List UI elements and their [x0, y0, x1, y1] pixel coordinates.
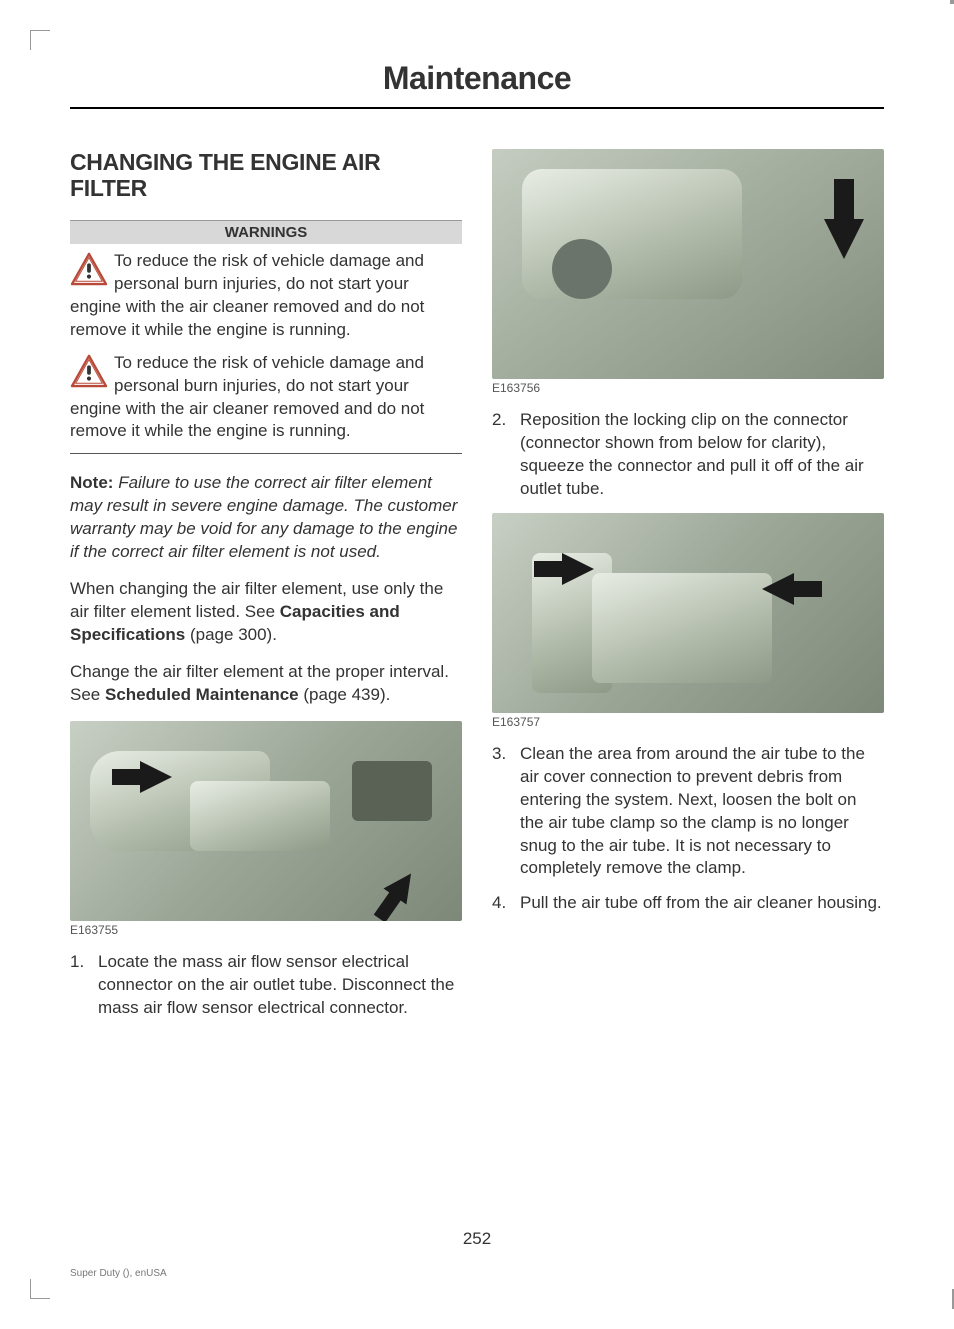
two-column-layout: CHANGING THE ENGINE AIR FILTER WARNINGS … [70, 149, 884, 1032]
divider [70, 453, 462, 454]
step-text: Clean the area from around the air tube … [520, 743, 884, 881]
step-item: 1. Locate the mass air flow sensor elect… [70, 951, 462, 1020]
arrow-icon [824, 219, 864, 259]
crop-mark [950, 0, 954, 4]
step-item: 4. Pull the air tube off from the air cl… [492, 892, 884, 915]
arrow-icon [562, 553, 594, 585]
figure: E163757 [492, 513, 884, 729]
figure-image [70, 721, 462, 921]
figure-caption: E163755 [70, 923, 462, 937]
figure-caption: E163757 [492, 715, 884, 729]
body-paragraph: Change the air filter element at the pro… [70, 661, 462, 707]
step-item: 2. Reposition the locking clip on the co… [492, 409, 884, 501]
footer-meta: Super Duty (), enUSA [70, 1268, 167, 1279]
note-text: Failure to use the correct air filter el… [70, 473, 457, 561]
note-block: Note: Failure to use the correct air fil… [70, 472, 462, 564]
right-column: E163756 2. Reposition the locking clip o… [492, 149, 884, 1032]
figure-image [492, 149, 884, 379]
warning-item: To reduce the risk of vehicle damage and… [70, 250, 462, 342]
warnings-header: WARNINGS [70, 220, 462, 244]
arrow-icon [762, 573, 794, 605]
step-text: Locate the mass air flow sensor electric… [98, 951, 462, 1020]
step-item: 3. Clean the area from around the air tu… [492, 743, 884, 881]
arrow-icon [140, 761, 172, 793]
text: (page 439). [299, 685, 391, 704]
warning-text: To reduce the risk of vehicle damage and… [70, 353, 424, 441]
left-column: CHANGING THE ENGINE AIR FILTER WARNINGS … [70, 149, 462, 1032]
body-paragraph: When changing the air filter element, us… [70, 578, 462, 647]
step-number: 2. [492, 409, 520, 501]
warning-text: To reduce the risk of vehicle damage and… [70, 251, 424, 339]
step-number: 4. [492, 892, 520, 915]
step-number: 1. [70, 951, 98, 1020]
page-title: Maintenance [70, 60, 884, 109]
warning-item: To reduce the risk of vehicle damage and… [70, 352, 462, 444]
figure: E163756 [492, 149, 884, 395]
warning-triangle-icon [70, 252, 108, 293]
arrow-icon [384, 865, 423, 904]
crop-mark [30, 30, 50, 50]
step-text: Reposition the locking clip on the conne… [520, 409, 884, 501]
step-text: Pull the air tube off from the air clean… [520, 892, 884, 915]
cross-reference: Scheduled Maintenance [105, 685, 299, 704]
note-label: Note: [70, 473, 113, 492]
page-content: Maintenance CHANGING THE ENGINE AIR FILT… [0, 0, 954, 1072]
figure-caption: E163756 [492, 381, 884, 395]
figure-image [492, 513, 884, 713]
figure: E163755 [70, 721, 462, 937]
step-number: 3. [492, 743, 520, 881]
warning-triangle-icon [70, 354, 108, 395]
page-number: 252 [0, 1229, 954, 1249]
crop-mark [30, 1279, 50, 1299]
section-heading: CHANGING THE ENGINE AIR FILTER [70, 149, 462, 202]
text: (page 300). [185, 625, 277, 644]
